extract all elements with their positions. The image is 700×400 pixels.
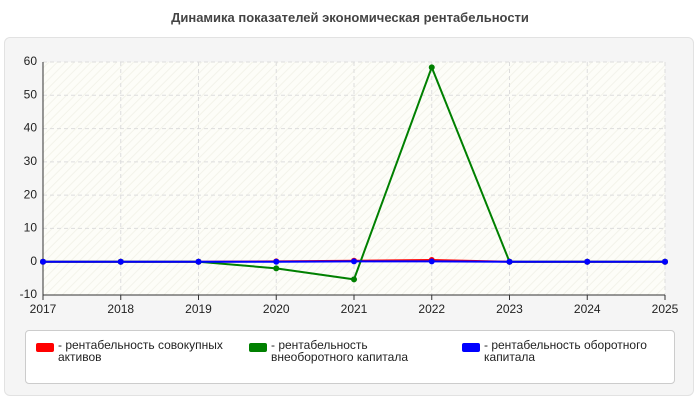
legend-item: - рентабельность внеоборотного капитала xyxy=(239,331,452,383)
point xyxy=(273,265,280,272)
legend-label: - рентабельность совокупных активов xyxy=(58,338,223,364)
y-tick-label: 30 xyxy=(24,154,38,168)
point xyxy=(584,258,591,265)
legend-label: - рентабельность оборотного капитала xyxy=(484,338,647,364)
x-tick-label: 2022 xyxy=(418,302,445,316)
x-tick-label: 2018 xyxy=(107,302,134,316)
point xyxy=(506,258,513,265)
legend-swatch xyxy=(36,343,54,352)
point xyxy=(351,276,357,283)
x-tick-label: 2021 xyxy=(341,302,368,316)
y-tick-label: 50 xyxy=(24,87,38,101)
point xyxy=(40,258,46,265)
legend-item: - рентабельность совокупных активов xyxy=(26,331,239,383)
x-tick-label: 2020 xyxy=(263,302,290,316)
legend-label: - рентабельность внеоборотного капитала xyxy=(271,338,408,364)
point xyxy=(428,64,435,71)
x-tick-label: 2023 xyxy=(496,302,523,316)
point xyxy=(428,258,435,265)
y-tick-label: -10 xyxy=(20,287,38,301)
x-tick-label: 2017 xyxy=(30,302,57,316)
legend-item: - рентабельность оборотного капитала xyxy=(452,331,665,383)
point xyxy=(351,258,357,265)
point xyxy=(662,258,668,265)
x-tick-label: 2025 xyxy=(652,302,679,316)
y-tick-label: 40 xyxy=(24,121,38,135)
y-tick-label: 20 xyxy=(24,187,38,201)
y-tick-label: 0 xyxy=(30,254,37,268)
legend: - рентабельность совокупных активов - рен… xyxy=(25,330,675,384)
x-tick-label: 2019 xyxy=(185,302,212,316)
point xyxy=(117,258,124,265)
y-tick-label: 10 xyxy=(24,221,38,235)
chart-title: Динамика показателей экономическая рента… xyxy=(171,10,529,25)
x-tick-label: 2024 xyxy=(574,302,601,316)
y-tick-label: 60 xyxy=(24,54,38,68)
legend-swatch xyxy=(462,343,480,352)
point xyxy=(195,258,202,265)
point xyxy=(273,258,280,265)
legend-swatch xyxy=(249,343,267,352)
